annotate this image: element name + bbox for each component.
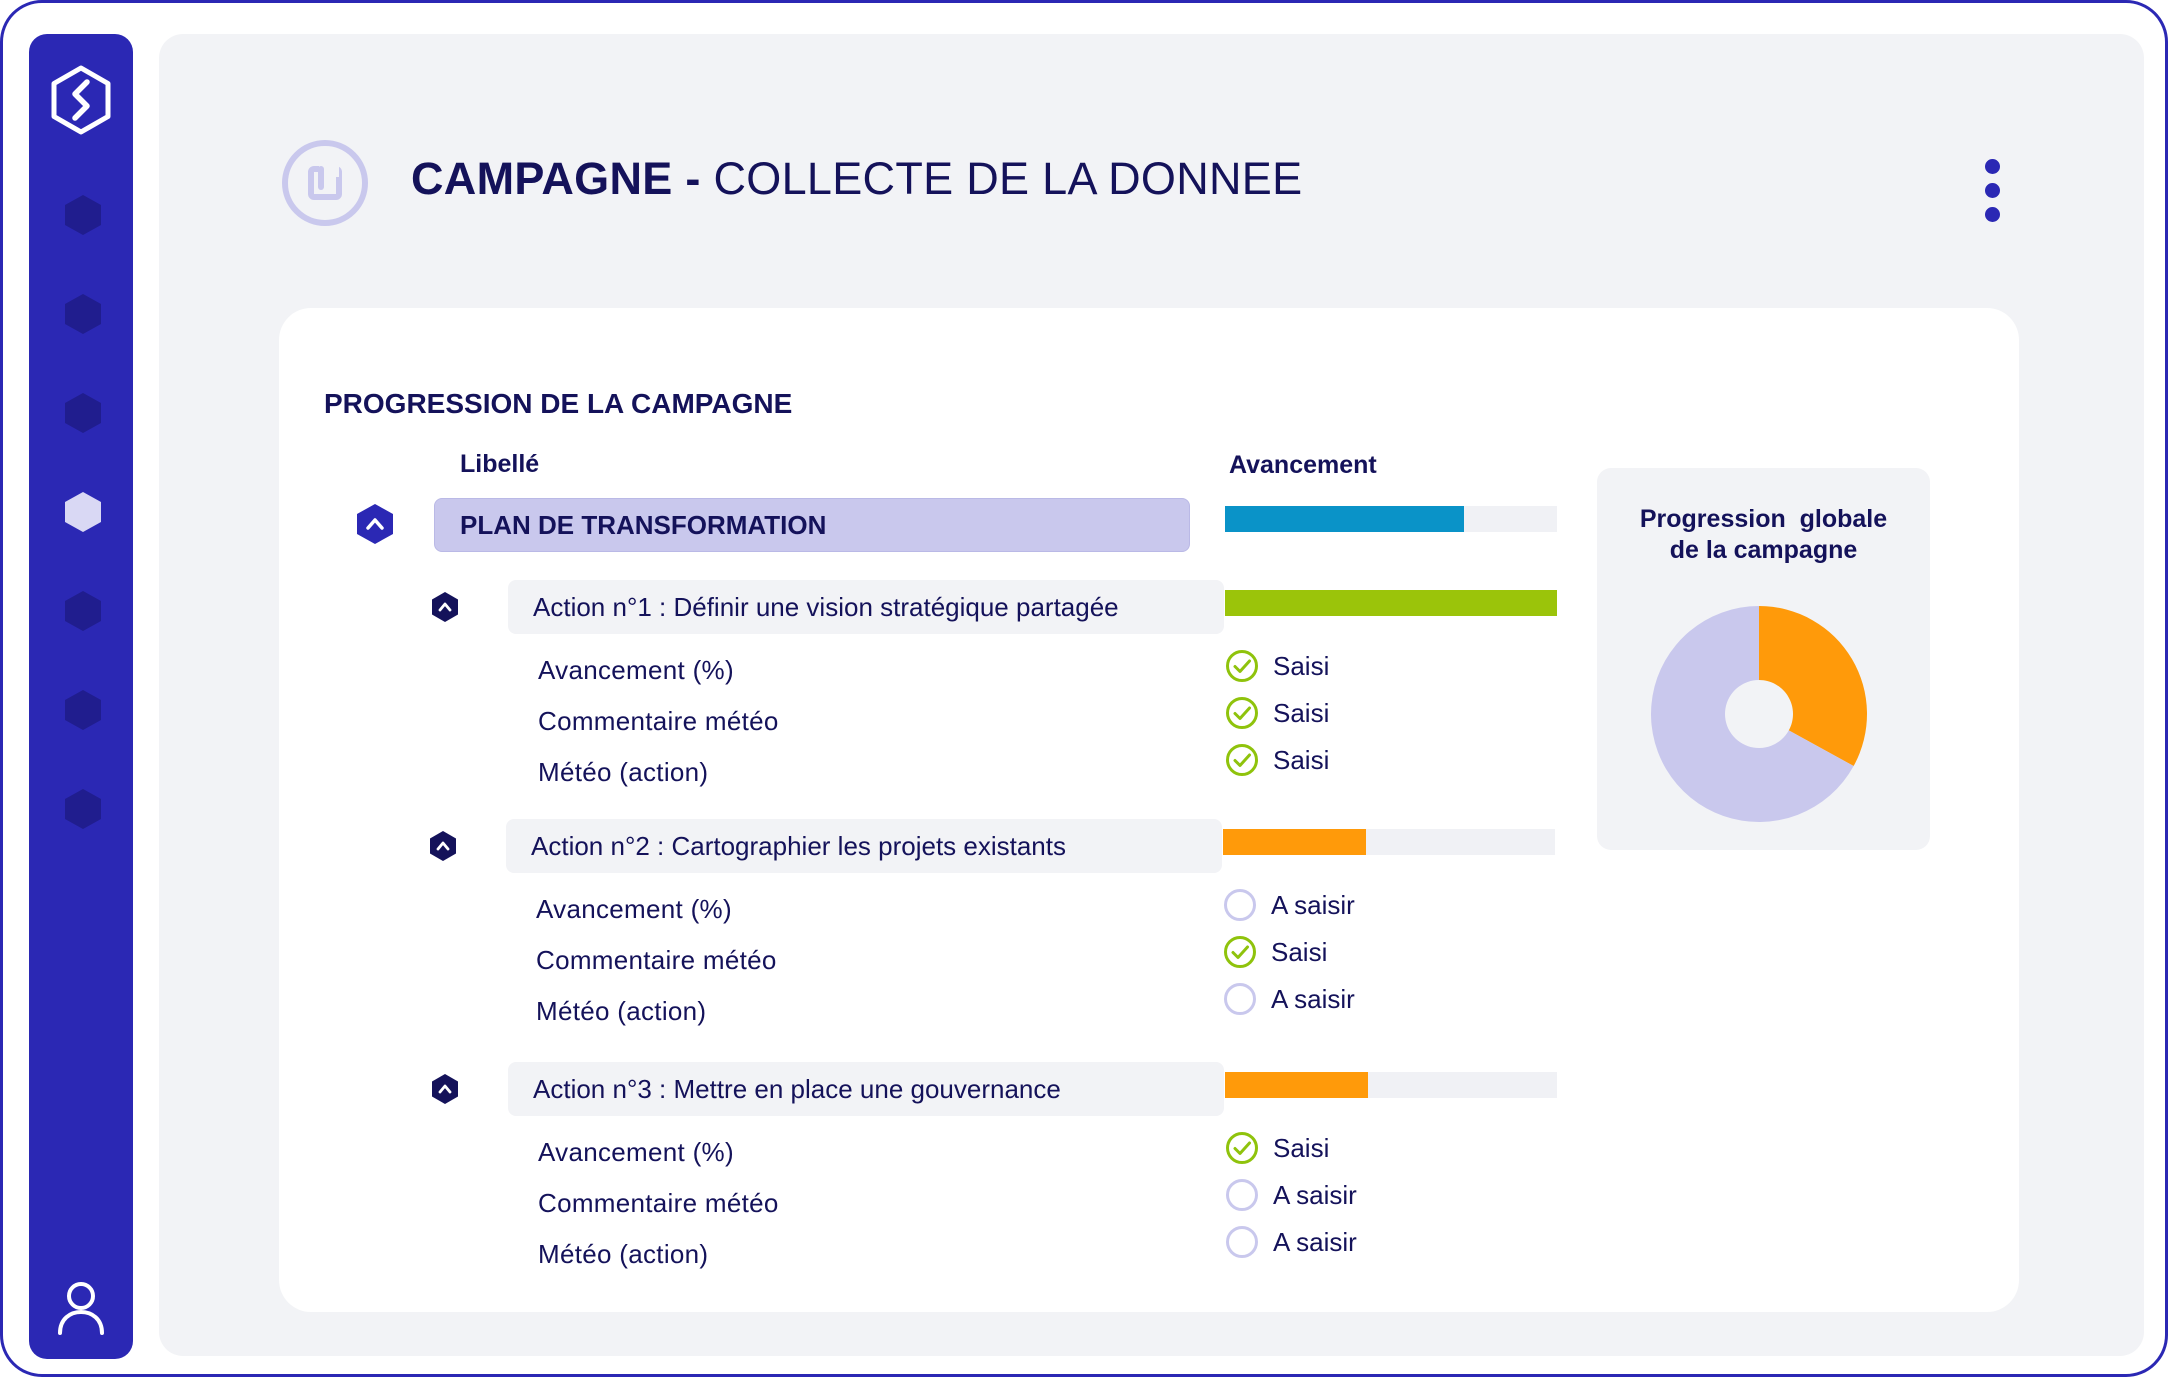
action-row-1[interactable]: Action n°1 : Définir une vision stratégi… <box>508 580 1224 634</box>
action-2-field-3-label: Météo (action) <box>536 996 707 1026</box>
action-3-field-1-status-text: Saisi <box>1273 1132 1330 1163</box>
action-1-field-1-label: Avancement (%) <box>538 655 734 685</box>
sidebar-nav-item-1-hexagon-icon[interactable] <box>64 194 102 236</box>
check-circle-icon <box>1226 650 1258 682</box>
action-2-progress-fill <box>1223 829 1366 855</box>
check-circle-icon <box>1226 697 1258 729</box>
action-3-field-1-status[interactable]: Saisi <box>1225 1131 1329 1165</box>
global-progress-panel: Progression globale de la campagne <box>1597 468 1930 850</box>
sidebar-nav-item-3-hexagon-icon[interactable] <box>64 392 102 434</box>
empty-circle-icon <box>1224 983 1256 1015</box>
action-row-3[interactable]: Action n°3 : Mettre en place une gouvern… <box>508 1062 1224 1116</box>
action-2-field-2-status-text: Saisi <box>1271 936 1328 967</box>
check-circle-icon <box>1226 1132 1258 1164</box>
app-logo-icon[interactable] <box>49 64 113 136</box>
pie-title: Progression globale de la campagne <box>1597 504 1930 566</box>
action-2-progress-bar <box>1223 829 1555 855</box>
sidebar-nav-item-6-hexagon-icon[interactable] <box>64 689 102 731</box>
action-2-field-3-status[interactable]: A saisir <box>1223 982 1355 1016</box>
action-1-field-2-status-text: Saisi <box>1273 697 1330 728</box>
empty-circle-icon <box>1226 1226 1258 1258</box>
global-progress-pie-chart <box>1651 606 1867 822</box>
plan-label: PLAN DE TRANSFORMATION <box>460 509 827 540</box>
action-2-field-3-status-text: A saisir <box>1271 983 1355 1014</box>
action-1-progress-fill <box>1225 590 1557 616</box>
action-3-progress-fill <box>1225 1072 1368 1098</box>
action-1-field-1-status[interactable]: Saisi <box>1225 649 1329 683</box>
action-1-field-3-label: Météo (action) <box>538 757 709 787</box>
sidebar-nav-item-2-hexagon-icon[interactable] <box>64 293 102 335</box>
action-1-field-1-status-text: Saisi <box>1273 650 1330 681</box>
collapse-plan-chevron-icon[interactable] <box>355 502 395 546</box>
card-title: PROGRESSION DE LA CAMPAGNE <box>324 388 793 419</box>
action-2-label: Action n°2 : Cartographier les projets e… <box>531 830 1066 861</box>
action-1-field-2-status[interactable]: Saisi <box>1225 696 1329 730</box>
column-header-progress: Avancement <box>1229 451 1377 479</box>
action-2-field-1-label: Avancement (%) <box>536 894 732 924</box>
plan-progress-bar <box>1225 506 1557 532</box>
plan-progress-fill <box>1225 506 1465 532</box>
pie-slice-1 <box>1759 606 1867 767</box>
action-2-field-2-status[interactable]: Saisi <box>1223 935 1327 969</box>
sidebar-nav-item-5-hexagon-icon[interactable] <box>64 590 102 632</box>
sidebar <box>29 34 133 1359</box>
collapse-action-3-chevron-icon[interactable] <box>430 1073 460 1105</box>
action-2-field-1-status[interactable]: A saisir <box>1223 888 1355 922</box>
action-1-field-2-label: Commentaire météo <box>538 706 779 736</box>
pie-title-line2: de la campagne <box>1669 536 1858 564</box>
more-options-icon[interactable] <box>1977 159 2007 234</box>
action-1-field-3-status-text: Saisi <box>1273 744 1330 775</box>
campaign-icon <box>282 140 368 226</box>
page-title-bold: CAMPAGNE - <box>411 153 701 204</box>
action-3-field-2-status[interactable]: A saisir <box>1225 1178 1357 1212</box>
progress-card: PROGRESSION DE LA CAMPAGNE Libellé Avanc… <box>279 308 2019 1312</box>
action-2-field-2-label: Commentaire météo <box>536 945 777 975</box>
sidebar-nav-item-7-hexagon-icon[interactable] <box>64 788 102 830</box>
pie-title-line1: Progression globale <box>1639 505 1888 533</box>
action-3-field-3-label: Météo (action) <box>538 1239 709 1269</box>
action-2-field-1-status-text: A saisir <box>1271 889 1355 920</box>
sidebar-nav-item-4-hexagon-icon[interactable] <box>64 491 102 533</box>
user-icon[interactable] <box>57 1279 105 1335</box>
action-3-field-2-status-text: A saisir <box>1273 1179 1357 1210</box>
action-3-field-3-status[interactable]: A saisir <box>1225 1225 1357 1259</box>
check-circle-icon <box>1226 744 1258 776</box>
action-3-field-1-label: Avancement (%) <box>538 1137 734 1167</box>
action-3-field-3-status-text: A saisir <box>1273 1226 1357 1257</box>
pie-slice-2 <box>1651 606 1854 822</box>
collapse-action-1-chevron-icon[interactable] <box>430 591 460 623</box>
action-3-label: Action n°3 : Mettre en place une gouvern… <box>533 1073 1061 1104</box>
action-1-field-3-status[interactable]: Saisi <box>1225 743 1329 777</box>
plan-row[interactable]: PLAN DE TRANSFORMATION <box>434 498 1190 552</box>
column-header-label: Libellé <box>460 450 540 478</box>
main-panel: CAMPAGNE - COLLECTE DE LA DONNEE PROGRES… <box>159 34 2144 1356</box>
check-circle-icon <box>1224 936 1256 968</box>
action-1-label: Action n°1 : Définir une vision stratégi… <box>533 591 1119 622</box>
action-1-progress-bar <box>1225 590 1557 616</box>
page-title-light: COLLECTE DE LA DONNEE <box>713 153 1303 204</box>
action-3-progress-bar <box>1225 1072 1557 1098</box>
action-row-2[interactable]: Action n°2 : Cartographier les projets e… <box>506 819 1222 873</box>
action-3-field-2-label: Commentaire météo <box>538 1188 779 1218</box>
page-title: CAMPAGNE - COLLECTE DE LA DONNEE <box>411 149 1302 209</box>
collapse-action-2-chevron-icon[interactable] <box>428 830 458 862</box>
empty-circle-icon <box>1226 1179 1258 1211</box>
empty-circle-icon <box>1224 889 1256 921</box>
